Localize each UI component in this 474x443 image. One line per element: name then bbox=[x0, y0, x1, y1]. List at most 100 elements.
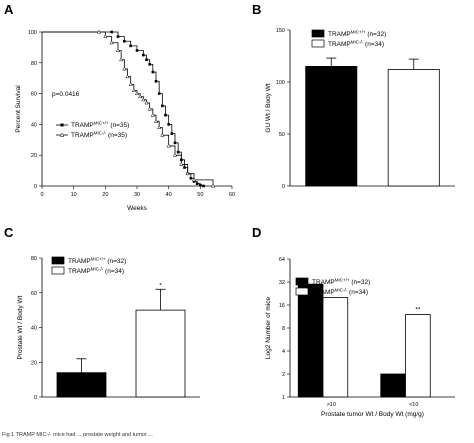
y-tick-label: 40 bbox=[31, 122, 37, 128]
censor-mark-triangle bbox=[122, 66, 127, 71]
x-tick-label: 40 bbox=[166, 192, 172, 198]
legend-swatch-0 bbox=[295, 277, 309, 286]
legend-label-1: TRAMPMIC-/- (n=35) bbox=[71, 131, 127, 140]
y-tick-label: 1 bbox=[282, 395, 285, 401]
y-axis-label: Prostate Wt / Body Wt bbox=[17, 295, 24, 359]
panel-letter-d: D bbox=[252, 225, 261, 240]
legend-label-1: TRAMPMIC-/- (n=34) bbox=[328, 40, 384, 49]
y-axis-label: Log2 Number of mice bbox=[265, 297, 272, 360]
censor-mark-triangle bbox=[153, 119, 159, 123]
bar-1 bbox=[387, 69, 440, 187]
censor-mark-triangle bbox=[128, 82, 133, 86]
y-tick-label: 100 bbox=[276, 80, 285, 86]
legend-label-1: TRAMPMIC-/- (n=34) bbox=[68, 267, 124, 276]
censor-mark-square bbox=[151, 70, 155, 74]
panel-a-survival-chart: 0 20 40 60 80 100 0 10 20 30 40 50 60 Weeks Percent Su… bbox=[15, 29, 235, 212]
censor-mark-square bbox=[129, 44, 132, 48]
x-axis-label: Prostate tumor Wt / Body Wt (mg/g) bbox=[321, 411, 424, 418]
survival-line-0 bbox=[42, 31, 204, 186]
y-tick-label: 40 bbox=[31, 326, 37, 332]
y-tick-label: 0 bbox=[34, 184, 37, 190]
x-tick-label: <10 bbox=[409, 402, 418, 408]
y-tick-label: 60 bbox=[31, 291, 37, 297]
censor-mark-triangle bbox=[144, 100, 149, 105]
legend-swatch-1 bbox=[311, 39, 325, 48]
censor-mark-square bbox=[116, 35, 120, 38]
x-tick-label: 60 bbox=[229, 192, 235, 198]
censor-mark-square bbox=[189, 177, 193, 180]
bar-1 bbox=[135, 309, 186, 398]
panel-letter-b: B bbox=[252, 2, 261, 17]
panel-b-gu-weight-chart: 0 50 100 150 GU Wt / Body Wt TRAMPMIC+/+ (n=3… bbox=[265, 28, 455, 190]
censor-mark-triangle bbox=[147, 106, 152, 111]
y-tick-label: 32 bbox=[279, 280, 285, 286]
y-tick-label: 80 bbox=[31, 256, 37, 262]
y-tick-label: 20 bbox=[31, 153, 37, 159]
x-tick-label: >10 bbox=[327, 402, 336, 408]
bar-0 bbox=[305, 66, 358, 187]
legend-label-0: TRAMPMIC+/+ (n=35) bbox=[71, 121, 129, 130]
legend-swatch-0 bbox=[51, 256, 65, 265]
censor-mark-square bbox=[161, 104, 164, 108]
y-tick-label: 4 bbox=[282, 349, 285, 355]
y-tick-label: 2 bbox=[282, 372, 285, 378]
survival-line-1 bbox=[42, 31, 214, 186]
y-tick-label: 0 bbox=[282, 184, 285, 190]
legend-swatch-1 bbox=[295, 287, 309, 296]
censor-mark-square bbox=[202, 184, 205, 188]
y-tick-label: 16 bbox=[279, 303, 285, 309]
panel-letter-c: C bbox=[4, 225, 14, 240]
significance-mark: ** bbox=[415, 307, 421, 314]
censor-mark-square bbox=[142, 53, 145, 57]
censor-mark-triangle bbox=[150, 112, 155, 117]
bar-1-1 bbox=[405, 314, 431, 398]
panel-c-prostate-weight-chart: 0 20 40 60 80 Prostate Wt / Body Wt TRAMPMIC+/… bbox=[17, 256, 200, 401]
legend-label-0: TRAMPMIC+/+ (n=32) bbox=[328, 30, 386, 39]
x-tick-label: 20 bbox=[102, 192, 108, 198]
y-tick-label: 20 bbox=[31, 360, 37, 366]
censor-mark-square bbox=[199, 183, 202, 187]
legend-marker-square bbox=[60, 123, 64, 127]
censor-mark-square bbox=[183, 166, 186, 169]
y-tick-label: 100 bbox=[28, 30, 37, 36]
censor-mark-triangle bbox=[157, 125, 162, 129]
figure-caption: Fig 1 TRAMP MIC-/- mice had ... prostate… bbox=[2, 432, 153, 438]
censor-mark-triangle bbox=[185, 171, 190, 176]
x-tick-label: 10 bbox=[71, 192, 77, 198]
censor-mark-square bbox=[170, 132, 174, 135]
censor-mark-square bbox=[157, 92, 161, 95]
y-tick-label: 60 bbox=[31, 92, 37, 98]
censor-mark-square bbox=[135, 49, 139, 52]
legend-marker-triangle bbox=[59, 132, 65, 137]
censor-mark-triangle bbox=[131, 88, 136, 92]
bar-0-0 bbox=[297, 283, 324, 398]
censor-mark-triangle bbox=[210, 183, 216, 188]
censor-mark-square bbox=[173, 141, 177, 145]
censor-mark-square bbox=[123, 39, 126, 43]
panel-d-tumor-count-chart: 1 2 4 8 16 32 64 Log2 Number of mice Prostate tu… bbox=[265, 257, 455, 418]
censor-mark-triangle bbox=[172, 152, 178, 157]
censor-mark-triangle bbox=[138, 94, 143, 99]
y-axis-label: GU Wt / Body Wt bbox=[265, 83, 272, 133]
legend-swatch-1 bbox=[51, 266, 65, 275]
y-tick-label: 8 bbox=[282, 326, 285, 332]
bar-0-1 bbox=[322, 297, 349, 398]
censor-mark-triangle bbox=[166, 143, 171, 148]
x-tick-label: 30 bbox=[134, 192, 140, 198]
censor-mark-square bbox=[167, 123, 170, 126]
censor-mark-triangle bbox=[119, 57, 124, 62]
censor-mark-triangle bbox=[160, 132, 165, 137]
censor-mark-triangle bbox=[125, 74, 130, 79]
y-tick-label: 64 bbox=[279, 257, 285, 263]
censor-mark-triangle bbox=[134, 91, 140, 96]
censor-mark-triangle bbox=[109, 40, 114, 45]
censor-mark-square bbox=[110, 30, 113, 34]
censor-mark-triangle bbox=[115, 48, 121, 52]
censor-mark-triangle bbox=[179, 162, 184, 166]
legend-label-0: TRAMPMIC+/+ (n=32) bbox=[312, 278, 370, 287]
bar-1-0 bbox=[380, 373, 406, 398]
bar-0 bbox=[56, 372, 107, 398]
censor-mark-triangle bbox=[141, 97, 146, 102]
panel-letter-a: A bbox=[4, 2, 14, 17]
